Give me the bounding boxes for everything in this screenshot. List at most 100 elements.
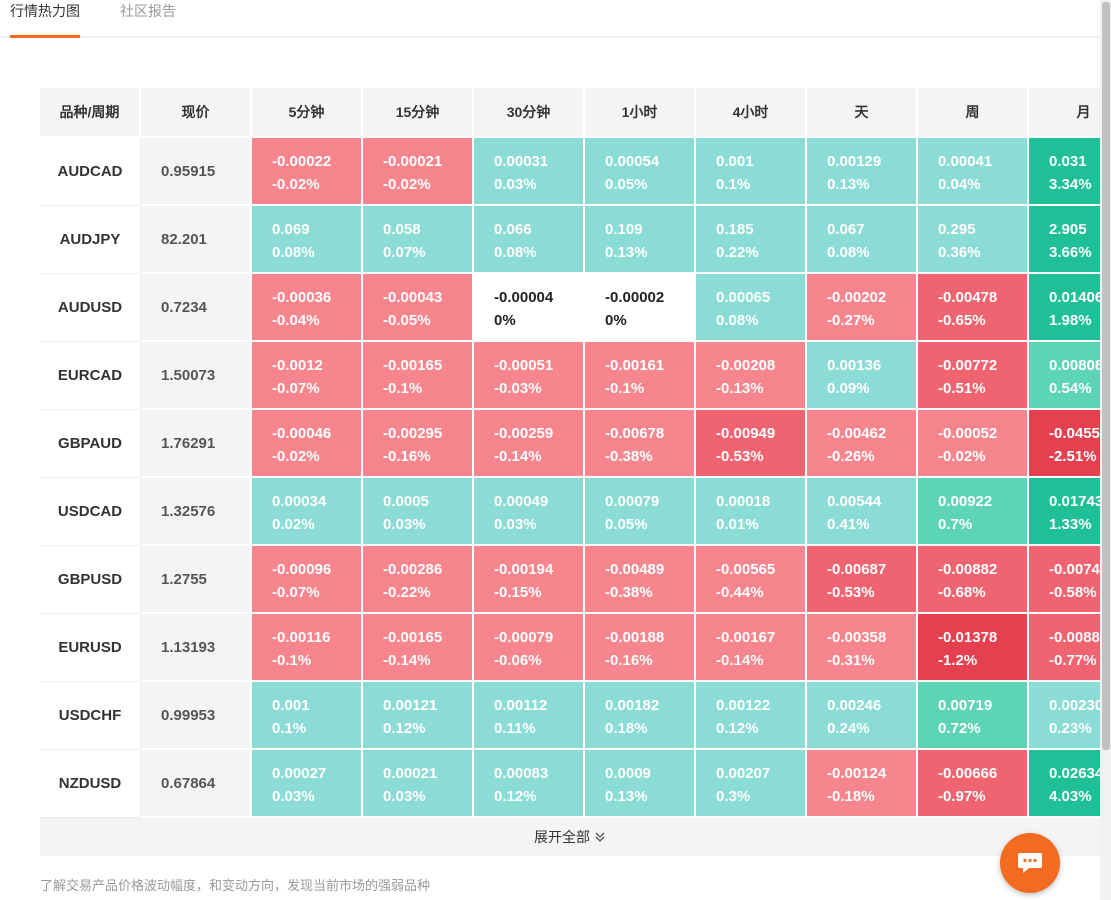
current-price: 0.7234 [141,274,252,342]
heatmap-cell[interactable]: 2.905 3.66% [1029,206,1100,274]
chat-button[interactable] [1000,833,1060,893]
heatmap-cell[interactable]: 0.02634 4.03% [1029,750,1100,818]
heatmap-cell[interactable]: -0.00666 -0.97% [918,750,1029,818]
heatmap-cell[interactable]: -0.00021 -0.02% [363,138,474,206]
heatmap-cell[interactable]: 0.001 0.1% [696,138,807,206]
heatmap-cell[interactable]: -0.00208 -0.13% [696,342,807,410]
heatmap-cell[interactable]: 0.00136 0.09% [807,342,918,410]
heatmap-cell[interactable]: 0.00112 0.11% [474,682,585,750]
heatmap-cell[interactable]: -0.00489 -0.38% [585,546,696,614]
heatmap-cell[interactable]: -0.00478 -0.65% [918,274,1029,342]
heatmap-cell[interactable]: -0.00259 -0.14% [474,410,585,478]
heatmap-cell[interactable]: -0.00165 -0.14% [363,614,474,682]
heatmap-cell[interactable]: -0.00022 -0.02% [252,138,363,206]
heatmap-cell[interactable]: 0.00129 0.13% [807,138,918,206]
heatmap-cell[interactable]: -0.00687 -0.53% [807,546,918,614]
pair-name[interactable]: EURCAD [40,342,141,410]
heatmap-cell[interactable]: 0.00031 0.03% [474,138,585,206]
heatmap-cell[interactable]: 0.00018 0.01% [696,478,807,546]
heatmap-cell[interactable]: 0.066 0.08% [474,206,585,274]
heatmap-cell[interactable]: 0.069 0.08% [252,206,363,274]
heatmap-cell[interactable]: 0.00021 0.03% [363,750,474,818]
heatmap-cell[interactable]: 0.0009 0.13% [585,750,696,818]
heatmap-cell[interactable]: -0.00002 0% [585,274,696,342]
change-percent: 0.23% [1049,720,1092,737]
pair-name[interactable]: AUDJPY [40,206,141,274]
heatmap-cell[interactable]: -0.00565 -0.44% [696,546,807,614]
heatmap-cell[interactable]: 0.00083 0.12% [474,750,585,818]
heatmap-cell[interactable]: 0.00230 0.23% [1029,682,1100,750]
heatmap-cell[interactable]: -0.00882 -0.68% [918,546,1029,614]
heatmap-cell[interactable]: 0.01406 1.98% [1029,274,1100,342]
heatmap-cell[interactable]: -0.00772 -0.51% [918,342,1029,410]
pair-name[interactable]: GBPAUD [40,410,141,478]
heatmap-cell[interactable]: -0.0074 -0.58% [1029,546,1100,614]
heatmap-cell[interactable]: -0.00678 -0.38% [585,410,696,478]
heatmap-cell[interactable]: -0.00462 -0.26% [807,410,918,478]
heatmap-cell[interactable]: -0.00194 -0.15% [474,546,585,614]
heatmap-cell[interactable]: 0.067 0.08% [807,206,918,274]
pair-name[interactable]: NZDUSD [40,750,141,818]
change-value: -0.00678 [605,425,665,442]
heatmap-cell[interactable]: -0.0455 -2.51% [1029,410,1100,478]
heatmap-cell[interactable]: -0.00052 -0.02% [918,410,1029,478]
pair-name[interactable]: AUDCAD [40,138,141,206]
heatmap-cell[interactable]: -0.00116 -0.1% [252,614,363,682]
heatmap-cell[interactable]: -0.0088 -0.77% [1029,614,1100,682]
heatmap-cell[interactable]: 0.031 3.34% [1029,138,1100,206]
heatmap-cell[interactable]: -0.00079 -0.06% [474,614,585,682]
heatmap-cell[interactable]: 0.00049 0.03% [474,478,585,546]
heatmap-cell[interactable]: -0.0012 -0.07% [252,342,363,410]
heatmap-cell[interactable]: 0.001 0.1% [252,682,363,750]
pair-name[interactable]: AUDUSD [40,274,141,342]
heatmap-cell[interactable]: 0.00121 0.12% [363,682,474,750]
heatmap-cell[interactable]: 0.00027 0.03% [252,750,363,818]
tab-heatmap[interactable]: 行情热力图 [10,3,80,19]
heatmap-cell[interactable]: -0.00188 -0.16% [585,614,696,682]
pair-name[interactable]: USDCAD [40,478,141,546]
heatmap-cell[interactable]: -0.00949 -0.53% [696,410,807,478]
heatmap-cell[interactable]: -0.00165 -0.1% [363,342,474,410]
heatmap-cell[interactable]: 0.00079 0.05% [585,478,696,546]
heatmap-cell[interactable]: -0.00096 -0.07% [252,546,363,614]
heatmap-cell[interactable]: 0.00065 0.08% [696,274,807,342]
heatmap-cell[interactable]: 0.058 0.07% [363,206,474,274]
heatmap-cell[interactable]: -0.00046 -0.02% [252,410,363,478]
heatmap-cell[interactable]: -0.00202 -0.27% [807,274,918,342]
heatmap-cell[interactable]: 0.01743 1.33% [1029,478,1100,546]
pair-name[interactable]: GBPUSD [40,546,141,614]
heatmap-cell[interactable]: -0.00167 -0.14% [696,614,807,682]
heatmap-cell[interactable]: 0.00544 0.41% [807,478,918,546]
tab-community-report[interactable]: 社区报告 [120,3,176,19]
heatmap-cell[interactable]: -0.00036 -0.04% [252,274,363,342]
expand-all-button[interactable]: 展开全部 [40,818,1100,856]
heatmap-cell[interactable]: 0.00054 0.05% [585,138,696,206]
heatmap-cell[interactable]: 0.00041 0.04% [918,138,1029,206]
chat-bubble-icon [1018,853,1042,873]
heatmap-cell[interactable]: 0.00922 0.7% [918,478,1029,546]
heatmap-cell[interactable]: -0.00004 0% [474,274,585,342]
heatmap-cell[interactable]: 0.00719 0.72% [918,682,1029,750]
heatmap-cell[interactable]: 0.00207 0.3% [696,750,807,818]
heatmap-cell[interactable]: 0.00246 0.24% [807,682,918,750]
heatmap-cell[interactable]: -0.00286 -0.22% [363,546,474,614]
heatmap-cell[interactable]: 0.00182 0.18% [585,682,696,750]
scrollbar-thumb[interactable] [1102,2,1110,750]
heatmap-cell[interactable]: -0.00295 -0.16% [363,410,474,478]
heatmap-cell[interactable]: 0.0005 0.03% [363,478,474,546]
heatmap-cell[interactable]: -0.00358 -0.31% [807,614,918,682]
heatmap-cell[interactable]: 0.00122 0.12% [696,682,807,750]
heatmap-cell[interactable]: 0.109 0.13% [585,206,696,274]
change-percent: -0.07% [272,380,320,397]
pair-name[interactable]: USDCHF [40,682,141,750]
heatmap-cell[interactable]: -0.00043 -0.05% [363,274,474,342]
pair-name[interactable]: EURUSD [40,614,141,682]
heatmap-cell[interactable]: 0.00808 0.54% [1029,342,1100,410]
heatmap-cell[interactable]: -0.00124 -0.18% [807,750,918,818]
heatmap-cell[interactable]: 0.00034 0.02% [252,478,363,546]
heatmap-cell[interactable]: -0.00161 -0.1% [585,342,696,410]
heatmap-cell[interactable]: -0.00051 -0.03% [474,342,585,410]
heatmap-cell[interactable]: -0.01378 -1.2% [918,614,1029,682]
heatmap-cell[interactable]: 0.295 0.36% [918,206,1029,274]
heatmap-cell[interactable]: 0.185 0.22% [696,206,807,274]
